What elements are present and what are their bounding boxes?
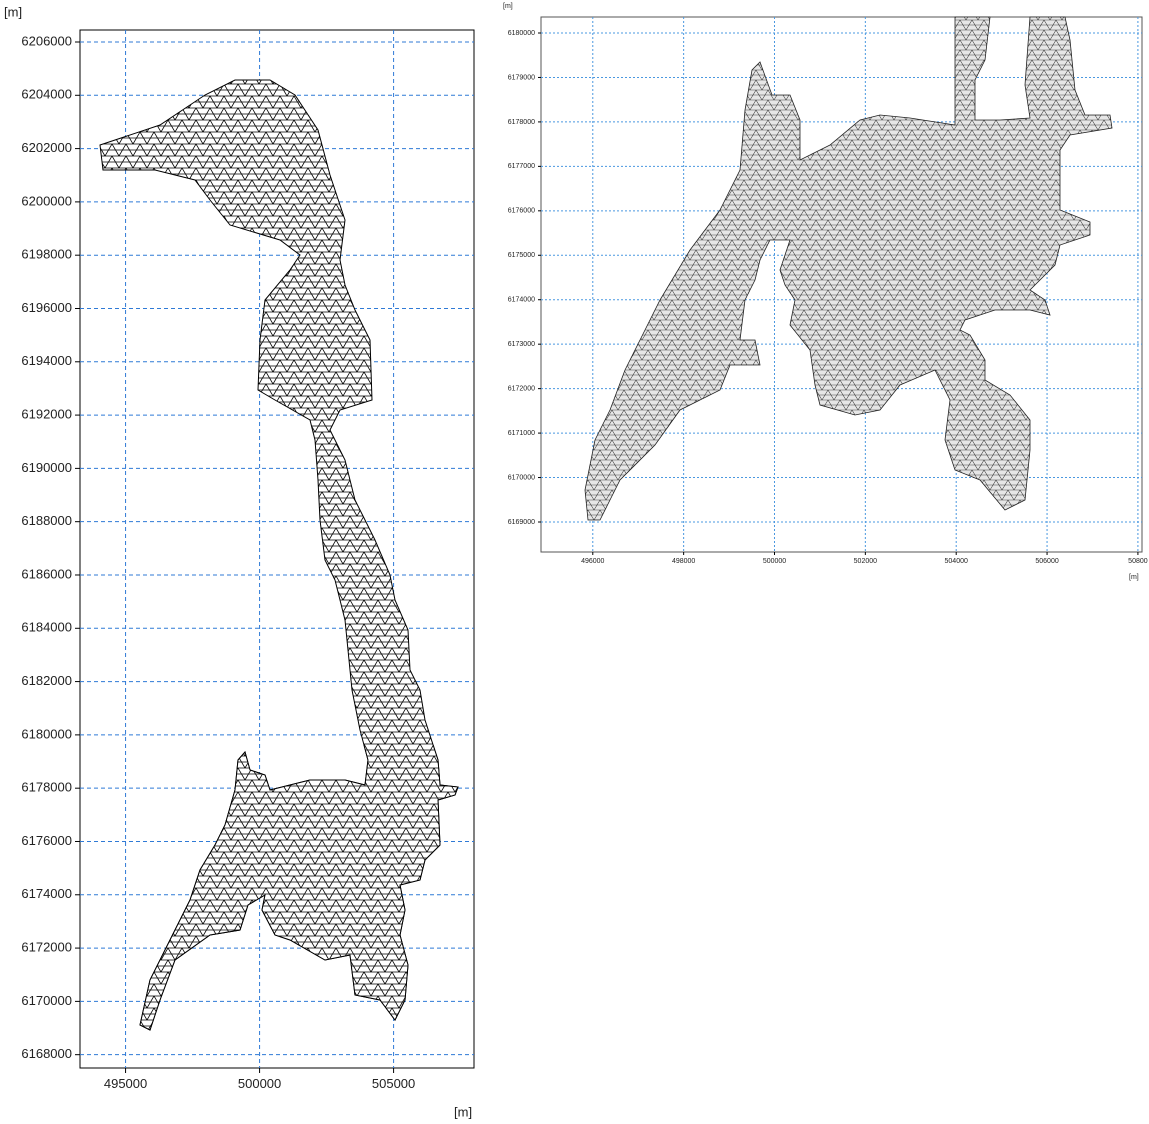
- y-tick-label: 6169000: [508, 519, 535, 526]
- y-tick-label: 6198000: [21, 247, 72, 262]
- y-tick-label: 6200000: [21, 193, 72, 208]
- x-tick-label: 500000: [238, 1076, 281, 1091]
- y-tick-label: 6170000: [21, 993, 72, 1008]
- x-tick-label: 502000: [854, 558, 877, 565]
- y-tick-label: 6202000: [21, 140, 72, 155]
- y-tick-label: 6173000: [508, 341, 535, 348]
- y-tick-label: 6196000: [21, 300, 72, 315]
- x-tick-label: 498000: [672, 558, 695, 565]
- y-tick-label: 6172000: [21, 940, 72, 955]
- y-tick-label: 6170000: [508, 474, 535, 481]
- y-tick-label: 6192000: [21, 407, 72, 422]
- y-tick-label: 6176000: [508, 208, 535, 215]
- y-tick-label: 6172000: [508, 385, 535, 392]
- page: [m] [m] 6168000 6170000 6172000 6174000 6176…: [0, 0, 1149, 1124]
- y-tick-label: 6180000: [508, 30, 535, 37]
- x-tick-label: 50800: [1128, 558, 1148, 565]
- y-tick-label: 6174000: [21, 886, 72, 901]
- y-tick-label: 6188000: [21, 513, 72, 528]
- x-tick-label: 506000: [1035, 558, 1058, 565]
- plot-right: [m] [m] 6169000 6170000 6171000 6172000 6173…: [503, 3, 1148, 581]
- x-axis-label: [m]: [454, 1104, 472, 1119]
- y-tick-label: 6178000: [508, 119, 535, 126]
- y-axis-label: [m]: [4, 4, 22, 19]
- y-tick-label: 6186000: [21, 566, 72, 581]
- y-tick-label: 6206000: [21, 33, 72, 48]
- y-tick-label: 6178000: [21, 780, 72, 795]
- y-tick-label: 6179000: [508, 74, 535, 81]
- y-tick-label: 6174000: [508, 297, 535, 304]
- y-tick-label: 6177000: [508, 163, 535, 170]
- x-tick-label: 500000: [763, 558, 786, 565]
- y-tick-label: 6190000: [21, 460, 72, 475]
- y-tick-label: 6184000: [21, 620, 72, 635]
- figure: [m] [m] 6168000 6170000 6172000 6174000 6176…: [0, 0, 1149, 1124]
- x-tick-label: 504000: [945, 558, 968, 565]
- y-tick-label: 6180000: [21, 726, 72, 741]
- plot-left: [m] [m] 6168000 6170000 6172000 6174000 6176…: [4, 4, 474, 1119]
- y-tick-label: 6171000: [508, 430, 535, 437]
- y-tick-label: 6175000: [508, 252, 535, 259]
- y-tick-label: 6176000: [21, 833, 72, 848]
- x-tick-label: 505000: [372, 1076, 415, 1091]
- y-tick-label: 6204000: [21, 87, 72, 102]
- x-tick-label: 496000: [581, 558, 604, 565]
- y-axis-label: [m]: [503, 3, 513, 10]
- x-tick-label: 495000: [104, 1076, 147, 1091]
- x-axis-label: [m]: [1129, 574, 1139, 581]
- y-tick-label: 6182000: [21, 673, 72, 688]
- y-tick-label: 6168000: [21, 1046, 72, 1061]
- y-tick-label: 6194000: [21, 353, 72, 368]
